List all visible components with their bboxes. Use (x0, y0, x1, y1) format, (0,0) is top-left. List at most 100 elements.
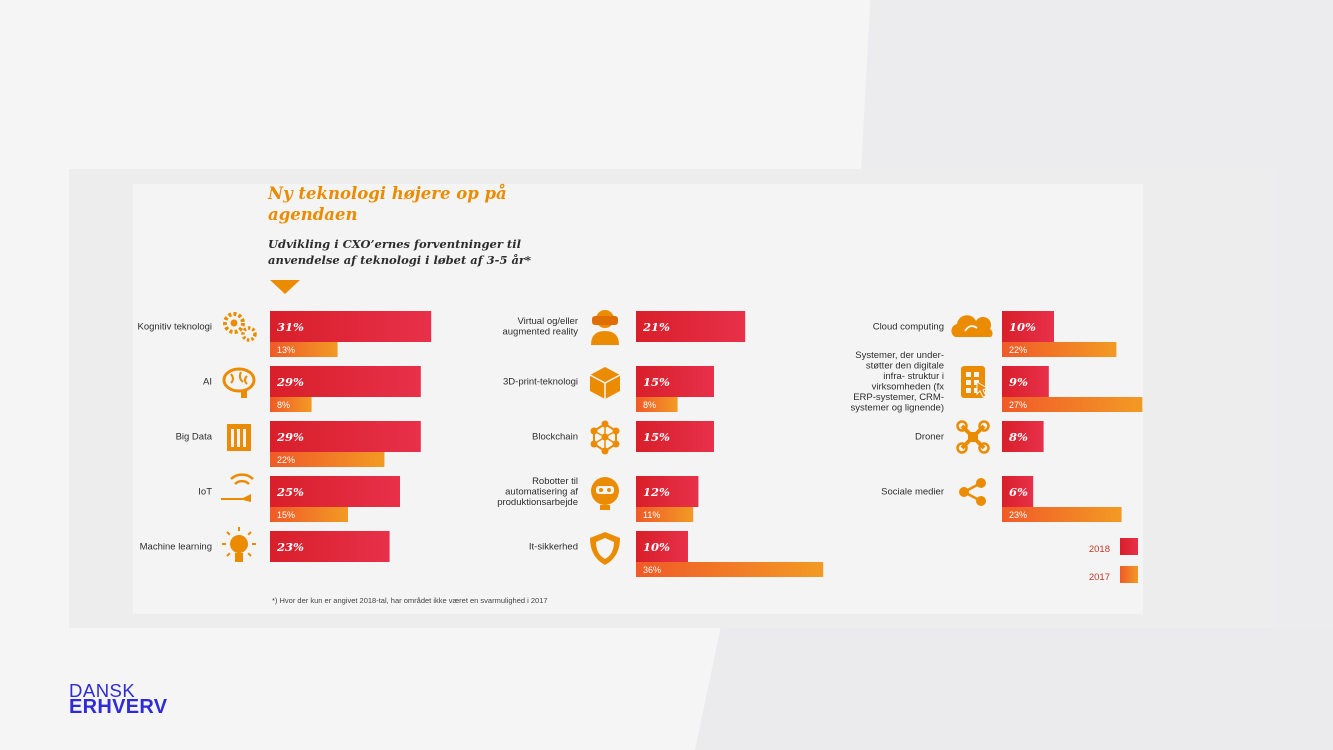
pointer-triangle-icon (270, 280, 300, 294)
bar-row: IoT 25% 15% (198, 473, 400, 522)
bar-row: Robotter til automatisering af produktions… (497, 476, 699, 522)
value-label-2018: 8% (1009, 430, 1028, 444)
category-label: Machine learning (140, 541, 212, 552)
bar-2018 (636, 366, 714, 397)
bar-row: Virtual og/eller augmented reality 21% (502, 310, 746, 345)
bar-2018 (1002, 421, 1044, 452)
legend-swatch (1120, 538, 1138, 555)
category-label: Sociale medier (881, 486, 944, 497)
bar-2018 (636, 421, 714, 452)
brain-icon (222, 367, 256, 398)
bar-row: Kognitiv teknologi 31% 13% (138, 311, 432, 357)
dansk-erhverv-logo: DANSK ERHVERV (69, 680, 168, 718)
bar-2018 (270, 421, 421, 452)
footnote: *) Hvor der kun er angivet 2018-tal, har… (272, 596, 548, 605)
value-label-2018: 10% (1009, 320, 1036, 334)
logo-line-1: DANSK (69, 680, 136, 701)
shield-icon (590, 532, 620, 565)
value-label-2018: 31% (277, 320, 304, 334)
value-label-2017: 36% (643, 565, 661, 575)
category-label: IoT (198, 486, 212, 497)
value-label-2018: 25% (276, 485, 304, 499)
value-label-2017: 13% (277, 345, 295, 355)
value-label-2017: 8% (277, 400, 290, 410)
category-label: Big Data (176, 431, 213, 442)
bar-2017 (636, 507, 694, 522)
bar-2018 (636, 531, 688, 562)
bar-row: Blockchain 15% (532, 420, 714, 455)
value-label-2017: 22% (277, 455, 295, 465)
bar-row: Big Data 29% 22% (176, 421, 421, 467)
value-label-2018: 29% (276, 375, 304, 389)
category-label: Robotter til automatisering af produktions… (497, 476, 578, 508)
bar-row: Sociale medier 6% 23% (881, 476, 1122, 522)
value-label-2017: 23% (1009, 510, 1027, 520)
bar-2017 (636, 397, 678, 412)
lightbulb-icon (222, 527, 256, 562)
bar-2017 (270, 452, 385, 467)
database-icon (227, 424, 251, 451)
value-label-2017: 22% (1009, 345, 1027, 355)
value-label-2017: 8% (643, 400, 656, 410)
bar-2017 (636, 562, 824, 577)
value-label-2017: 27% (1009, 400, 1027, 410)
chart-subtitle: Udvikling i CXO’ernes forventninger til … (268, 237, 531, 267)
cloud-icon (951, 315, 993, 337)
category-label: It-sikkerhed (529, 541, 578, 552)
value-label-2018: 9% (1009, 375, 1028, 389)
category-label: Systemer, der under-støtter den digitale… (851, 350, 945, 414)
bar-2018 (270, 476, 400, 507)
bar-2018 (1002, 366, 1049, 397)
chart-legend: 2018 2017 (1089, 538, 1138, 583)
category-label: Cloud computing (873, 321, 944, 332)
bar-row: Machine learning 23% (140, 527, 390, 562)
value-label-2018: 10% (643, 540, 670, 554)
bar-2017 (1002, 507, 1122, 522)
bar-row: AI 29% 8% (203, 366, 421, 412)
logo-line-2: ERHVERV (69, 696, 168, 718)
cube-icon (589, 367, 621, 399)
background-shape-bottom (695, 628, 1333, 750)
value-label-2018: 12% (643, 485, 670, 499)
category-label: Blockchain (532, 431, 578, 442)
category-label: Droner (915, 431, 944, 442)
value-label-2017: 15% (277, 510, 295, 520)
value-label-2018: 21% (642, 320, 670, 334)
value-label-2018: 15% (643, 375, 670, 389)
category-label: AI (203, 376, 212, 387)
value-label-2017: 11% (643, 510, 660, 520)
network-icon (590, 420, 620, 455)
chart-title: Ny teknologi højere op på agendaen (268, 184, 507, 224)
bar-2018 (1002, 476, 1034, 507)
category-label: Kognitiv teknologi (138, 321, 212, 332)
bar-row: Systemer, der under-støtter den digitale… (851, 350, 1143, 414)
gears-icon (223, 312, 257, 342)
value-label-2018: 29% (276, 430, 304, 444)
bar-2017 (270, 397, 312, 412)
bar-2018 (270, 531, 390, 562)
vr-headset-icon (591, 310, 619, 345)
bar-2018 (270, 311, 432, 342)
bar-2018 (636, 476, 699, 507)
share-icon (959, 478, 986, 506)
bar-2018 (270, 366, 421, 397)
value-label-2018: 15% (643, 430, 670, 444)
robot-hand-wifi-icon (221, 473, 254, 502)
value-label-2018: 23% (276, 540, 304, 554)
bar-2018 (636, 311, 746, 342)
bar-row: Cloud computing 10% 22% (873, 311, 1117, 357)
bar-row: Droner 8% (915, 420, 1044, 454)
value-label-2018: 6% (1009, 485, 1028, 499)
bar-2017 (270, 507, 348, 522)
drone-icon (956, 420, 990, 454)
bar-2017 (1002, 342, 1117, 357)
bar-row: It-sikkerhed 10% 36% (529, 531, 824, 577)
robot-head-icon (591, 477, 619, 510)
legend-label: 2017 (1089, 572, 1110, 583)
bar-2017 (270, 342, 338, 357)
category-label: Virtual og/eller augmented reality (502, 316, 578, 338)
bar-2018 (1002, 311, 1054, 342)
bar-2017 (1002, 397, 1143, 412)
bar-row: 3D-print-teknologi 15% 8% (503, 366, 714, 412)
